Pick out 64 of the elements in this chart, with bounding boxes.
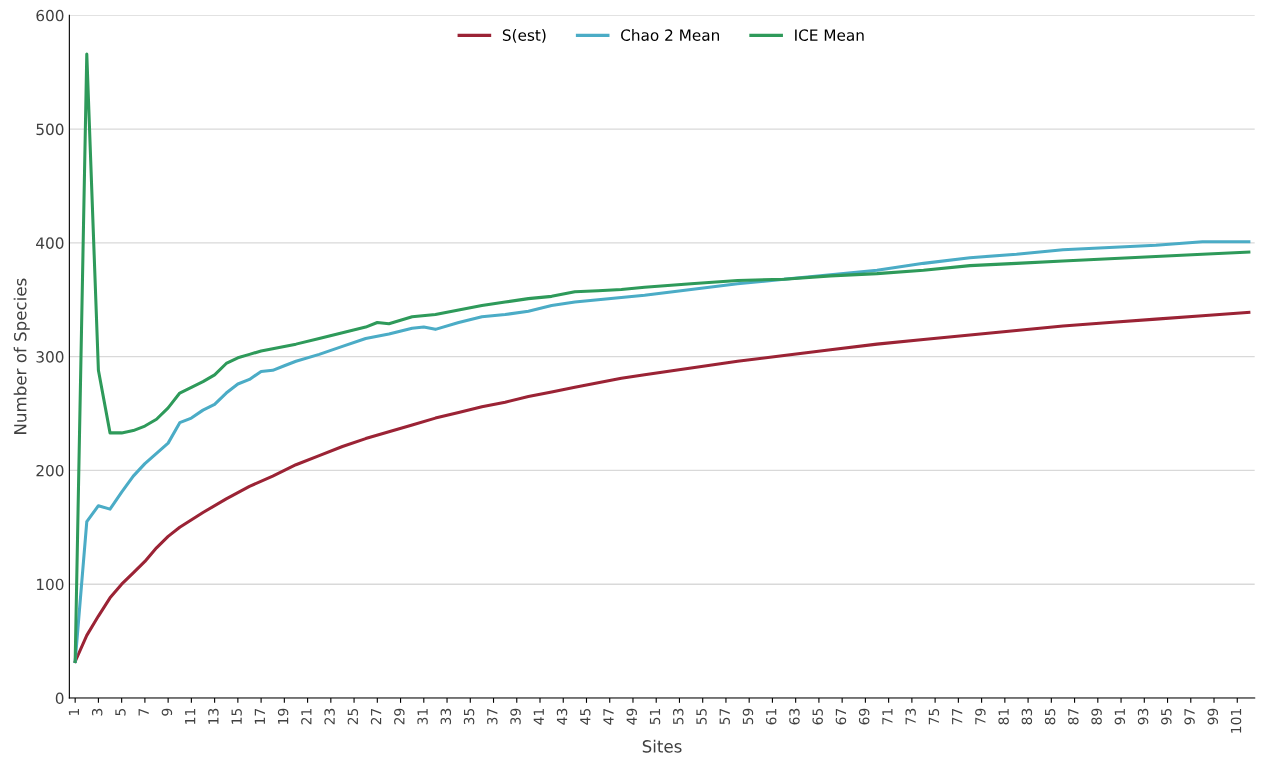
x-tick-label: 47 <box>603 708 614 725</box>
x-tick-label: 23 <box>324 708 335 725</box>
x-tick-label: 11 <box>185 708 196 724</box>
x-tick-label: 97 <box>1184 708 1195 725</box>
y-tick-label: 200 <box>36 464 64 477</box>
x-tick-label: 53 <box>672 708 684 725</box>
y-tick-label: 0 <box>55 692 64 704</box>
x-tick-label: 43 <box>556 708 568 725</box>
x-tick-label: 71 <box>882 708 893 725</box>
x-tick-label: 19 <box>277 708 289 724</box>
legend-label: ICE Mean <box>795 29 864 41</box>
x-tick-label: 49 <box>626 708 637 725</box>
x-tick-label: 95 <box>1161 708 1172 725</box>
x-tick-label: 79 <box>975 708 986 725</box>
x-tick-label: 85 <box>1044 708 1056 725</box>
x-tick-label: 25 <box>347 708 359 725</box>
x-tick-label: 67 <box>835 708 847 725</box>
x-tick-label: 37 <box>487 708 498 725</box>
x-tick-label: 59 <box>742 708 754 725</box>
x-tick-label: 5 <box>115 708 126 716</box>
x-tick-label: 27 <box>370 708 382 725</box>
x-tick-label: 83 <box>1021 708 1033 725</box>
x-tick-label: 13 <box>208 708 219 724</box>
x-tick-label: 41 <box>533 708 544 725</box>
x-tick-label: 75 <box>928 708 940 725</box>
x-tick-label: 7 <box>138 708 149 716</box>
x-tick-label: 99 <box>1207 708 1219 725</box>
x-tick-label: 81 <box>998 708 1009 725</box>
y-tick-label: 500 <box>36 123 64 136</box>
x-tick-label: 17 <box>254 708 265 724</box>
x-tick-label: 65 <box>812 708 823 725</box>
x-tick-label: 45 <box>580 708 591 725</box>
y-tick-label: 100 <box>37 578 64 591</box>
x-tick-label: 101 <box>1230 708 1242 733</box>
x-tick-label: 39 <box>510 708 521 725</box>
x-tick-label: 9 <box>161 708 173 716</box>
x-tick-label: 31 <box>417 708 428 725</box>
y-tick-label: 300 <box>36 351 64 363</box>
x-tick-label: 33 <box>440 708 452 725</box>
x-tick-label: 63 <box>789 708 800 725</box>
x-tick-label: 91 <box>1114 708 1126 725</box>
x-axis-title: Sites <box>642 739 682 753</box>
x-tick-label: 21 <box>301 708 312 725</box>
x-tick-label: 89 <box>1091 708 1102 725</box>
y-axis-title: Number of Species <box>13 278 30 434</box>
x-tick-label: 93 <box>1137 708 1149 725</box>
x-tick-label: 73 <box>905 708 916 725</box>
y-tick-label: 600 <box>36 9 64 22</box>
legend-label: S(est) <box>502 29 546 43</box>
y-tick-label: 400 <box>36 237 64 249</box>
x-tick-label: 69 <box>858 708 870 725</box>
x-tick-label: 35 <box>463 708 475 725</box>
x-tick-label: 55 <box>696 708 707 725</box>
x-tick-label: 3 <box>91 708 103 716</box>
x-tick-label: 57 <box>719 708 730 725</box>
x-tick-label: 77 <box>952 708 963 725</box>
legend-label: Chao 2 Mean <box>621 29 719 41</box>
x-tick-label: 29 <box>394 708 405 725</box>
x-tick-label: 61 <box>765 708 777 725</box>
line-series <box>73 52 1251 664</box>
x-tick-label: 87 <box>1068 708 1079 725</box>
x-tick-label: 51 <box>649 708 661 725</box>
x-tick-label: 1 <box>68 708 79 715</box>
x-tick-label: 15 <box>231 708 242 724</box>
